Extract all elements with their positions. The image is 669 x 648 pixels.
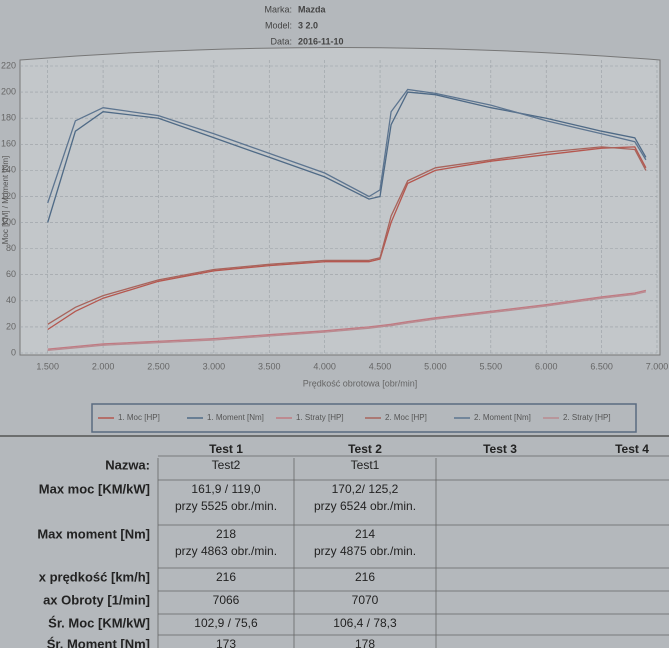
cell-sub: przy 4875 obr./min. (314, 544, 416, 558)
row-label: Śr. Moc [KM/kW] (48, 615, 150, 630)
cell-value: Test2 (212, 458, 241, 472)
y-tick-label: 100 (1, 217, 16, 227)
cell-value: 106,4 / 78,3 (333, 616, 397, 630)
x-tick-label: 5.500 (480, 361, 503, 371)
x-tick-label: 3.000 (203, 361, 226, 371)
legend-label: 1. Moment [Nm] (207, 413, 264, 422)
cell-value: 216 (216, 570, 236, 584)
header-label: Data: (270, 36, 292, 46)
y-tick-label: 180 (1, 113, 16, 123)
series-line (47, 289, 647, 350)
cell-value: 7066 (213, 593, 240, 607)
x-tick-label: 2.000 (92, 361, 115, 371)
y-tick-label: 200 (1, 86, 16, 96)
y-axis-label: Moc [KM] / Moment [Nm] (1, 156, 10, 244)
x-tick-label: 5.000 (424, 361, 447, 371)
y-tick-label: 40 (6, 295, 16, 305)
cell-sub: przy 5525 obr./min. (175, 499, 277, 513)
series-line (47, 146, 647, 331)
x-tick-label: 3.500 (258, 361, 281, 371)
cell-sub: przy 4863 obr./min. (175, 544, 277, 558)
column-header: Test 1 (209, 442, 243, 456)
y-tick-label: 220 (1, 60, 16, 70)
series-line (47, 146, 647, 325)
legend-label: 2. Moment [Nm] (474, 413, 531, 422)
cell-value: Test1 (351, 458, 380, 472)
column-header: Test 4 (615, 442, 649, 456)
column-header: Test 3 (483, 442, 517, 456)
x-tick-label: 1.500 (36, 361, 59, 371)
cell-value: 214 (355, 527, 375, 541)
x-tick-label: 4.500 (369, 361, 392, 371)
x-tick-label: 7.000 (646, 361, 669, 371)
series-line (47, 291, 647, 352)
row-label: Max moc [KM/kW] (39, 481, 150, 496)
series-line (47, 91, 647, 223)
y-tick-label: 0 (11, 347, 16, 357)
y-tick-label: 20 (6, 321, 16, 331)
x-tick-label: 2.500 (147, 361, 170, 371)
y-tick-label: 80 (6, 243, 16, 253)
y-tick-label: 140 (1, 165, 16, 175)
x-tick-label: 6.500 (590, 361, 613, 371)
legend-box (91, 403, 637, 433)
cell-value: 218 (216, 527, 236, 541)
plot-area (19, 47, 661, 356)
y-tick-label: 120 (1, 191, 16, 201)
y-tick-label: 60 (6, 269, 16, 279)
header-value: Mazda (298, 4, 327, 14)
header-label: Model: (265, 20, 292, 30)
cell-value: 170,2/ 125,2 (332, 482, 399, 496)
cell-value: 216 (355, 570, 375, 584)
cell-value: 178 (355, 637, 375, 648)
cell-sub: przy 6524 obr./min. (314, 499, 416, 513)
header-label: Marka: (264, 4, 292, 14)
header-value: 2016-11-10 (298, 36, 344, 46)
row-label: Max moment [Nm] (37, 526, 150, 541)
row-label: x prędkość [km/h] (39, 569, 150, 584)
row-label: Śr. Moment [Nm] (47, 636, 150, 648)
row-label: Nazwa: (105, 457, 150, 472)
cell-value: 173 (216, 637, 236, 648)
series-line (47, 88, 647, 204)
legend-label: 1. Straty [HP] (296, 413, 344, 422)
x-tick-label: 6.000 (535, 361, 558, 371)
y-tick-label: 160 (1, 139, 16, 149)
cell-value: 161,9 / 119,0 (191, 482, 260, 496)
column-header: Test 2 (348, 442, 382, 456)
x-tick-label: 4.000 (313, 361, 336, 371)
x-axis-label: Prędkość obrotowa [obr/min] (303, 378, 418, 388)
header-value: 3 2.0 (298, 20, 318, 30)
legend-label: 2. Straty [HP] (563, 413, 611, 422)
legend-label: 1. Moc [HP] (118, 413, 160, 422)
cell-value: 7070 (352, 593, 379, 607)
cell-value: 102,9 / 75,6 (194, 616, 258, 630)
legend-label: 2. Moc [HP] (385, 413, 427, 422)
row-label: ax Obroty [1/min] (43, 592, 150, 607)
